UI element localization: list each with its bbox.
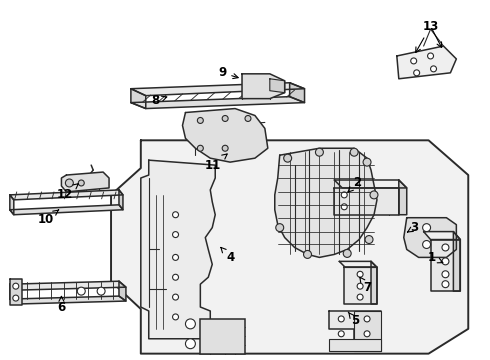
Circle shape bbox=[350, 148, 358, 156]
Polygon shape bbox=[141, 160, 215, 339]
Circle shape bbox=[13, 295, 19, 301]
Polygon shape bbox=[111, 140, 468, 354]
Circle shape bbox=[77, 287, 85, 295]
Circle shape bbox=[442, 258, 449, 265]
Circle shape bbox=[172, 274, 178, 280]
Circle shape bbox=[422, 224, 431, 231]
Polygon shape bbox=[453, 231, 460, 291]
Polygon shape bbox=[10, 205, 123, 215]
Circle shape bbox=[357, 283, 363, 289]
Circle shape bbox=[341, 192, 347, 198]
Circle shape bbox=[303, 251, 312, 258]
Bar bbox=[329, 339, 381, 351]
Circle shape bbox=[276, 224, 284, 231]
Polygon shape bbox=[334, 188, 399, 215]
Circle shape bbox=[365, 235, 373, 243]
Text: 4: 4 bbox=[221, 247, 234, 264]
Text: 10: 10 bbox=[37, 210, 59, 226]
Polygon shape bbox=[119, 190, 123, 210]
Circle shape bbox=[442, 281, 449, 288]
Circle shape bbox=[364, 331, 370, 337]
Polygon shape bbox=[399, 180, 407, 215]
Circle shape bbox=[442, 244, 449, 251]
Circle shape bbox=[364, 316, 370, 322]
Polygon shape bbox=[242, 74, 285, 99]
Polygon shape bbox=[334, 180, 407, 188]
Polygon shape bbox=[290, 83, 305, 103]
Circle shape bbox=[370, 191, 378, 199]
Circle shape bbox=[357, 294, 363, 300]
Polygon shape bbox=[10, 281, 126, 290]
Circle shape bbox=[65, 179, 74, 187]
Circle shape bbox=[411, 58, 416, 64]
Polygon shape bbox=[424, 231, 460, 239]
Circle shape bbox=[185, 339, 196, 349]
Circle shape bbox=[185, 319, 196, 329]
Circle shape bbox=[341, 204, 347, 210]
Polygon shape bbox=[182, 109, 268, 162]
Circle shape bbox=[442, 271, 449, 278]
Polygon shape bbox=[131, 83, 305, 96]
Polygon shape bbox=[404, 218, 456, 257]
Circle shape bbox=[245, 116, 251, 121]
Bar bbox=[354, 311, 381, 351]
Circle shape bbox=[357, 271, 363, 277]
Text: 1: 1 bbox=[427, 251, 443, 264]
Polygon shape bbox=[329, 311, 381, 351]
Text: 5: 5 bbox=[348, 312, 359, 327]
Circle shape bbox=[172, 314, 178, 320]
Circle shape bbox=[222, 145, 228, 151]
Circle shape bbox=[78, 180, 84, 186]
Circle shape bbox=[172, 212, 178, 218]
Text: 9: 9 bbox=[218, 66, 238, 79]
Text: 3: 3 bbox=[408, 221, 419, 234]
Circle shape bbox=[222, 116, 228, 121]
Polygon shape bbox=[131, 89, 146, 109]
Polygon shape bbox=[275, 148, 377, 257]
Polygon shape bbox=[61, 172, 109, 192]
Circle shape bbox=[422, 240, 431, 248]
Circle shape bbox=[13, 283, 19, 289]
Polygon shape bbox=[10, 284, 17, 304]
Polygon shape bbox=[119, 281, 126, 301]
Circle shape bbox=[172, 255, 178, 260]
Circle shape bbox=[197, 117, 203, 123]
Circle shape bbox=[284, 154, 292, 162]
Bar bbox=[200, 319, 245, 354]
Text: 11: 11 bbox=[205, 154, 227, 172]
Polygon shape bbox=[10, 190, 123, 200]
Circle shape bbox=[97, 287, 105, 295]
Polygon shape bbox=[344, 267, 377, 304]
Text: 7: 7 bbox=[360, 277, 371, 294]
Text: 13: 13 bbox=[416, 20, 439, 53]
Circle shape bbox=[338, 331, 344, 337]
Polygon shape bbox=[131, 96, 305, 109]
Polygon shape bbox=[10, 195, 14, 215]
Text: 6: 6 bbox=[57, 296, 66, 314]
Circle shape bbox=[363, 158, 371, 166]
Circle shape bbox=[172, 294, 178, 300]
Polygon shape bbox=[10, 279, 22, 305]
Polygon shape bbox=[431, 239, 460, 291]
Circle shape bbox=[316, 148, 323, 156]
Polygon shape bbox=[397, 46, 456, 79]
Text: 8: 8 bbox=[151, 94, 167, 107]
Circle shape bbox=[172, 231, 178, 238]
Circle shape bbox=[431, 66, 437, 72]
Text: 2: 2 bbox=[348, 176, 361, 192]
Polygon shape bbox=[371, 261, 377, 304]
Circle shape bbox=[414, 70, 419, 76]
Circle shape bbox=[343, 249, 351, 257]
Polygon shape bbox=[270, 79, 285, 93]
Text: 12: 12 bbox=[56, 184, 78, 201]
Circle shape bbox=[197, 145, 203, 151]
Circle shape bbox=[338, 316, 344, 322]
Polygon shape bbox=[10, 296, 126, 304]
Polygon shape bbox=[339, 261, 377, 267]
Circle shape bbox=[428, 53, 434, 59]
